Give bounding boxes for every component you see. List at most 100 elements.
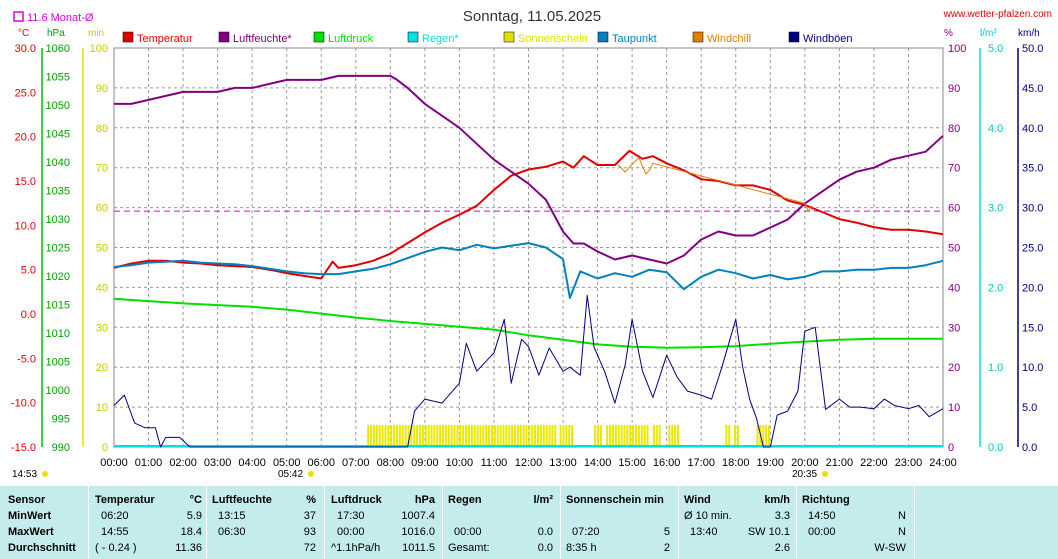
sunshine-bar xyxy=(395,425,398,447)
humidity-axis-tick: 40 xyxy=(948,282,960,294)
sunshine-bar xyxy=(482,425,485,447)
sunshine-bar xyxy=(571,425,574,447)
sunshine-bar xyxy=(762,425,765,447)
col-wind: Wind km/h Ø 10 min. 3.3 13:40 SW 10.1 2.6 xyxy=(684,486,790,559)
series-windchill xyxy=(617,157,813,212)
temp-axis-tick: 25.0 xyxy=(15,87,36,99)
hdr-temp-unit: °C xyxy=(189,494,202,506)
wind-min-val: 3.3 xyxy=(774,510,790,522)
sunshine-axis-tick: 70 xyxy=(96,163,108,175)
sunshine-bar xyxy=(390,425,393,447)
sunshine-bar xyxy=(470,425,473,447)
website-link[interactable]: www.wetter-pfalzen.com xyxy=(943,9,1052,20)
sunshine-axis-tick: 40 xyxy=(96,282,108,294)
col-sensor: Sensor MinWert MaxWert Durchschnitt xyxy=(8,486,86,559)
series-windb-en xyxy=(113,294,944,448)
wind-axis-tick: 5.0 xyxy=(1022,402,1037,414)
wind-axis-tick: 20.0 xyxy=(1022,282,1043,294)
sunrise-label: 05:42 xyxy=(278,469,303,480)
sunshine-bar xyxy=(439,425,442,447)
sunshine-bar xyxy=(594,425,597,447)
x-axis-tick: 19:00 xyxy=(757,457,785,469)
x-axis-tick: 21:00 xyxy=(826,457,854,469)
x-axis-tick: 03:00 xyxy=(204,457,232,469)
monthly-avg-label: 11.6 Monat-Ø xyxy=(27,12,94,24)
unit-minutes: min xyxy=(88,28,104,39)
sunshine-bar xyxy=(617,425,620,447)
temp-axis-tick: 20.0 xyxy=(15,132,36,144)
x-axis-tick: 02:00 xyxy=(169,457,197,469)
sunshine-bar xyxy=(522,425,525,447)
sunshine-bar xyxy=(421,425,424,447)
x-axis-tick: 00:00 xyxy=(100,457,128,469)
sunshine-bar xyxy=(658,425,661,447)
sunshine-bar xyxy=(632,425,635,447)
weather-chart: 11.6 Monat-Ø Sonntag, 11.05.2025 www.wet… xyxy=(11,8,1052,480)
sunshine-bar xyxy=(519,425,522,447)
temp-axis-tick: -10.0 xyxy=(11,398,36,410)
row-label-max: MaxWert xyxy=(8,526,54,538)
humidity-axis-tick: 20 xyxy=(948,362,960,374)
col-pressure: Luftdruck hPa 17:30 1007.4 00:00 1016.0 ^1.… xyxy=(331,486,435,559)
sunshine-bar xyxy=(562,425,565,447)
rain-max-time: 00:00 xyxy=(454,526,482,538)
sunshine-bar xyxy=(493,425,496,447)
sunshine-bar xyxy=(447,425,450,447)
series-luftdruck xyxy=(113,297,943,349)
chart-title: Sonntag, 11.05.2025 xyxy=(463,8,601,25)
pressure-axis-tick: 1025 xyxy=(46,243,70,255)
sunshine-bar xyxy=(677,425,680,447)
sunshine-bar xyxy=(467,425,470,447)
sunshine-bar xyxy=(674,425,677,447)
sunshine-bar xyxy=(551,425,554,447)
col-direction: Richtung 14:50 N 00:00 N W-SW xyxy=(802,486,908,559)
rain-total-label: Gesamt: xyxy=(448,542,490,554)
x-axis-tick: 13:00 xyxy=(549,457,577,469)
hum-max-val: 93 xyxy=(303,526,316,538)
sunshine-bar xyxy=(430,425,433,447)
unit-rain: l/m² xyxy=(980,28,997,39)
stats-table: Sensor MinWert MaxWert Durchschnitt Temp… xyxy=(0,486,1058,559)
legend-swatch-sonnenschein xyxy=(503,31,515,43)
hum-min-val: 37 xyxy=(303,510,316,522)
sunshine-axis-tick: 50 xyxy=(96,243,108,255)
sunshine-bar xyxy=(404,425,407,447)
rain-axis-tick: 1.0 xyxy=(988,362,1003,374)
rain-max-val: 0.0 xyxy=(537,526,553,538)
sun-max-val: 5 xyxy=(663,526,670,538)
sunshine-bar xyxy=(635,425,638,447)
sunshine-bar xyxy=(387,425,390,447)
unit-percent: % xyxy=(944,28,953,39)
axes: 30.0 25.0 20.0 15.0 10.0 5.0 0.0 -5.0 -10.0 -15.0… xyxy=(11,43,1044,454)
sunshine-bar xyxy=(407,425,410,447)
sunshine-bar xyxy=(534,425,537,447)
legend: Temperatur Luftfeuchte* Luftdruck Regen* Son… xyxy=(122,31,853,45)
sunshine-bar xyxy=(496,425,499,447)
sunshine-bar xyxy=(490,425,493,447)
legend-swatch-taupunkt xyxy=(597,31,609,43)
sunshine-bar xyxy=(485,425,488,447)
sunshine-bar xyxy=(401,425,404,447)
pressure-axis-tick: 1005 xyxy=(46,357,70,369)
sunshine-axis-tick: 100 xyxy=(90,43,108,55)
rain-axis-tick: 3.0 xyxy=(988,203,1003,215)
sunset-label: 20:35 xyxy=(792,469,817,480)
x-axis-tick: 20:00 xyxy=(791,457,819,469)
sun-duration: 8:35 h xyxy=(566,542,597,554)
x-axis-tick: 01:00 xyxy=(135,457,163,469)
sunshine-bar xyxy=(444,425,447,447)
sunshine-bar xyxy=(453,425,456,447)
sunshine-bar xyxy=(554,425,557,447)
temp-axis-tick: 15.0 xyxy=(15,176,36,188)
sunshine-bar xyxy=(728,425,731,447)
sunshine-bar xyxy=(433,425,436,447)
temp-max-val: 18.4 xyxy=(180,526,202,538)
sunshine-axis-tick: 90 xyxy=(96,83,108,95)
legend-label-luftdruck: Luftdruck xyxy=(328,33,374,45)
temp-axis-tick: 0.0 xyxy=(21,309,36,321)
unit-temp: °C xyxy=(18,28,29,39)
pressure-axis-tick: 1015 xyxy=(46,300,70,312)
sun-max-time: 07:20 xyxy=(572,526,600,538)
humidity-axis-tick: 80 xyxy=(948,123,960,135)
hdr-hum: Luftfeuchte xyxy=(212,494,272,506)
